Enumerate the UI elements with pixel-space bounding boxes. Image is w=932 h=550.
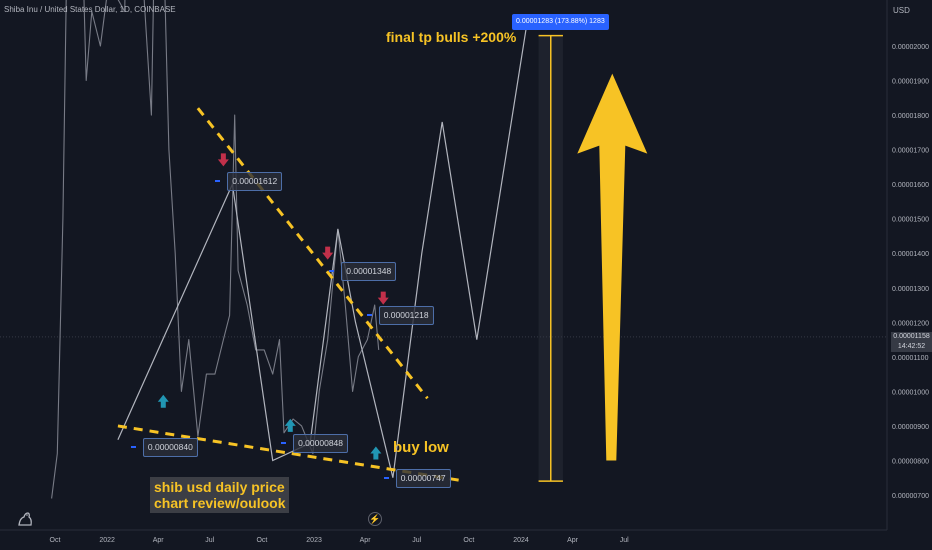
time-axis-label-2: 2022 [99, 537, 115, 544]
price-label[interactable]: 0.00000840 [142, 437, 198, 457]
projection-path[interactable] [117, 28, 527, 478]
price-label[interactable]: 0.00001348 [341, 261, 397, 281]
price-label-marker [215, 179, 221, 182]
chart-title: Shiba Inu / United States Dollar, 1D, CO… [4, 5, 176, 14]
price-axis-label-11: 0.00001000 [892, 389, 929, 396]
time-axis-label-4: Jul [205, 537, 214, 544]
price-axis-label-9: 0.00001200 [892, 320, 929, 327]
price-axis-label-1: 0.00002000 [892, 44, 929, 51]
current-price-value: 0.00001158 [893, 333, 930, 340]
final-tp-annotation[interactable]: final tp bulls +200% [386, 29, 517, 45]
time-axis-label-1: Oct [50, 537, 61, 544]
currency-label: USD [893, 6, 910, 15]
bar-countdown: 14:42:52 [897, 343, 926, 350]
up-arrow-icon-3[interactable] [370, 446, 382, 460]
time-axis-label-10: 2024 [513, 537, 529, 544]
review-note[interactable]: shib usd daily price chart review/oulook [150, 477, 290, 513]
time-axis-label-3: Apr [153, 537, 165, 544]
price-label-marker [130, 445, 136, 448]
price-axis-label-8: 0.00001300 [892, 286, 929, 293]
review-note-line-2: chart review/oulook [154, 495, 286, 511]
price-axis-label-13: 0.00000800 [892, 458, 929, 465]
price-label[interactable]: 0.00001612 [227, 171, 283, 191]
up-arrow-icon-1[interactable] [157, 394, 169, 408]
lightning-icon[interactable]: ⚡ [368, 512, 382, 526]
price-axis-label-12: 0.00000900 [892, 424, 929, 431]
time-axis-label-7: Apr [360, 537, 372, 544]
price-axis-label-10: 0.00001100 [892, 355, 929, 362]
down-arrow-icon-3[interactable] [377, 291, 389, 305]
time-axis-label-6: 2023 [306, 537, 322, 544]
time-axis-label-9: Oct [463, 537, 474, 544]
time-axis-label-8: Jul [412, 537, 421, 544]
price-axis-label-5: 0.00001600 [892, 182, 929, 189]
buy-low-annotation[interactable]: buy low [393, 439, 449, 456]
price-label[interactable]: 0.00000747 [395, 468, 451, 488]
resistance-trendline[interactable] [196, 107, 429, 400]
price-label-marker [383, 476, 389, 479]
price-axis-label-2: 0.00001900 [892, 79, 929, 86]
down-arrow-icon-2[interactable] [322, 246, 334, 260]
time-axis-label-12: Jul [620, 537, 629, 544]
price-label[interactable]: 0.00000848 [293, 434, 349, 454]
price-axis-label-14: 0.00000700 [892, 493, 929, 500]
current-price-tag: 0.00001158 14:42:52 [891, 332, 932, 352]
time-axis-label-5: Oct [256, 537, 267, 544]
price-label[interactable]: 0.00001218 [378, 306, 434, 326]
price-axis-label-3: 0.00001800 [892, 113, 929, 120]
up-arrow-icon-2[interactable] [284, 418, 296, 432]
down-arrow-icon-1[interactable] [217, 153, 229, 167]
price-axis-label-4: 0.00001700 [892, 148, 929, 155]
target-price-tag[interactable]: 0.00001283 (173.88%) 1283 [512, 14, 609, 30]
big-up-arrow[interactable] [577, 73, 648, 461]
price-label-marker [366, 314, 372, 317]
review-note-line-1: shib usd daily price [154, 479, 285, 495]
time-axis-label-11: Apr [567, 537, 579, 544]
price-series-line[interactable] [51, 0, 380, 499]
price-label-marker [329, 269, 335, 272]
price-axis-label-7: 0.00001400 [892, 251, 929, 258]
price-label-marker [281, 442, 287, 445]
price-axis-label-6: 0.00001500 [892, 217, 929, 224]
tradingview-logo-icon[interactable] [16, 508, 36, 528]
